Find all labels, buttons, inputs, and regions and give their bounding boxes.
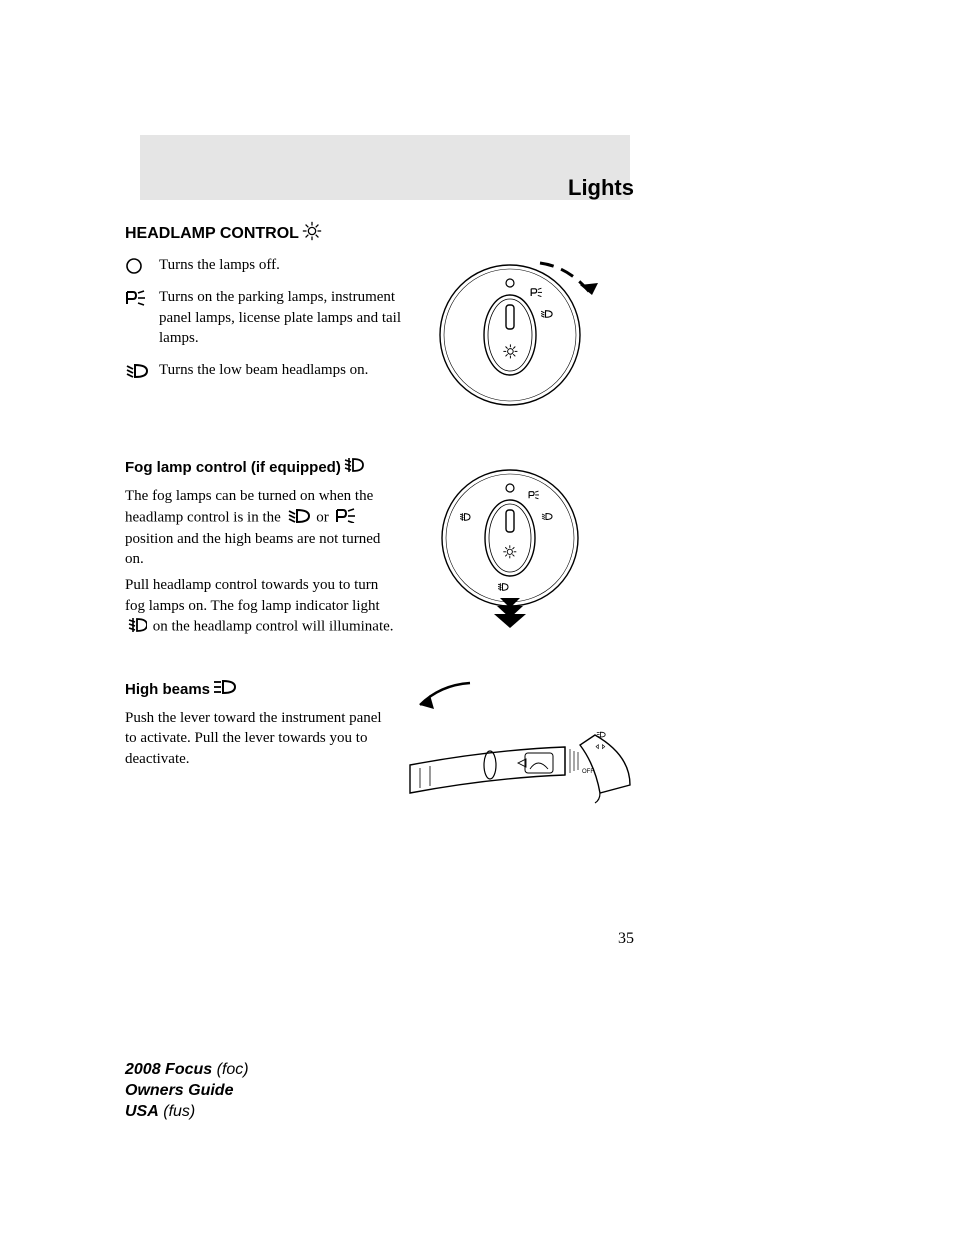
- chapter-title: Lights: [568, 175, 634, 201]
- footer-line-3: USA (fus): [125, 1102, 249, 1123]
- headlamp-control-heading: HEADLAMP CONTROL: [125, 220, 635, 247]
- parking-lamp-icon: [125, 287, 159, 312]
- header-bar: [140, 135, 630, 200]
- fog-lamp-icon: [343, 456, 365, 478]
- figure-headlamp-dial: [420, 255, 620, 420]
- heading-text: High beams: [125, 681, 210, 698]
- footer-guide: Owners Guide: [125, 1082, 233, 1099]
- fog-p1b: or: [313, 509, 333, 525]
- fog-para-2: Pull headlamp control towards you to tur…: [125, 575, 395, 638]
- circle-off-icon: [125, 255, 159, 280]
- svg-text:OFF: OFF: [582, 769, 594, 775]
- fog-para-1: The fog lamps can be turned on when the …: [125, 486, 385, 569]
- high-beams-para: Push the lever toward the instrument pan…: [125, 708, 385, 769]
- fog-p2a: Pull headlamp control towards you to tur…: [125, 577, 380, 613]
- page-number: 35: [618, 930, 634, 948]
- low-beam-icon: [125, 360, 159, 385]
- footer-market-code: (fus): [163, 1103, 195, 1120]
- footer: 2008 Focus (foc) Owners Guide USA (fus): [125, 1060, 249, 1122]
- parking-lamp-icon: [335, 507, 357, 529]
- figure-fog-dial: [415, 460, 615, 635]
- fog-p2b: on the headlamp control will illuminate.: [149, 618, 394, 634]
- sun-icon: [301, 220, 323, 247]
- fog-p1c: position and the high beams are not turn…: [125, 531, 380, 567]
- text-lamps-off: Turns the lamps off.: [159, 255, 280, 275]
- text-low-beam: Turns the low beam headlamps on.: [159, 360, 368, 380]
- low-beam-icon: [287, 507, 311, 529]
- heading-text: Fog lamp control (if equipped): [125, 459, 341, 476]
- footer-model: 2008 Focus: [125, 1061, 212, 1078]
- footer-market: USA: [125, 1103, 159, 1120]
- footer-line-1: 2008 Focus (foc): [125, 1060, 249, 1081]
- footer-model-code: (foc): [217, 1061, 249, 1078]
- fog-lamp-icon: [127, 616, 147, 638]
- footer-line-2: Owners Guide: [125, 1081, 249, 1102]
- high-beam-icon: [212, 678, 236, 700]
- figure-high-beam-lever: OFF: [400, 675, 640, 830]
- text-parking-lamps: Turns on the parking lamps, instrument p…: [159, 287, 419, 348]
- heading-text: HEADLAMP CONTROL: [125, 225, 299, 243]
